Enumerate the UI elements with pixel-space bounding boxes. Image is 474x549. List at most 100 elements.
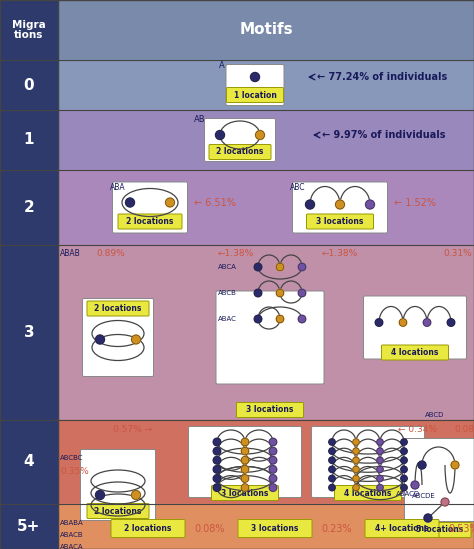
Text: Motifs: Motifs (239, 23, 293, 37)
Text: ABCA: ABCA (218, 264, 237, 270)
Text: Migra
tions: Migra tions (12, 20, 46, 41)
Circle shape (241, 466, 249, 473)
FancyBboxPatch shape (111, 519, 185, 537)
Bar (0, 0, 58, 549)
Circle shape (329, 439, 335, 445)
Bar (0, 0, 474, 60)
FancyBboxPatch shape (226, 64, 284, 105)
Circle shape (365, 200, 374, 209)
Bar (58, 504, 474, 549)
Circle shape (306, 200, 315, 209)
Text: ABACD: ABACD (396, 491, 420, 497)
Circle shape (377, 484, 383, 491)
Text: AB: AB (194, 115, 206, 125)
Text: 3 locations: 3 locations (221, 489, 269, 497)
Circle shape (254, 263, 262, 271)
Bar (58, 110, 474, 170)
FancyBboxPatch shape (292, 182, 388, 233)
Text: 3 locations: 3 locations (316, 217, 364, 226)
Circle shape (353, 448, 359, 455)
Circle shape (255, 131, 264, 139)
Circle shape (451, 461, 459, 469)
Text: 0.57% →: 0.57% → (113, 425, 152, 434)
Text: 0.08%: 0.08% (194, 524, 225, 534)
Circle shape (411, 481, 419, 489)
Text: A: A (219, 60, 225, 70)
Bar (58, 170, 474, 245)
Circle shape (377, 457, 383, 463)
Circle shape (241, 438, 249, 446)
Circle shape (399, 319, 407, 326)
FancyBboxPatch shape (227, 87, 283, 103)
Circle shape (131, 335, 140, 344)
Circle shape (298, 263, 306, 271)
Text: ABCBC: ABCBC (60, 455, 83, 461)
Circle shape (377, 466, 383, 473)
Circle shape (241, 484, 249, 491)
Circle shape (213, 484, 221, 491)
Circle shape (375, 319, 383, 326)
Circle shape (298, 315, 306, 323)
Circle shape (329, 448, 335, 455)
FancyBboxPatch shape (112, 182, 188, 233)
FancyBboxPatch shape (382, 345, 448, 360)
Text: 0: 0 (24, 77, 34, 92)
Text: ← 77.24% of individuals: ← 77.24% of individuals (317, 72, 447, 82)
FancyBboxPatch shape (216, 291, 324, 384)
Circle shape (401, 466, 407, 473)
Circle shape (269, 438, 277, 446)
Circle shape (95, 335, 104, 344)
Text: 2 locations: 2 locations (124, 524, 172, 533)
Text: ABAB: ABAB (60, 249, 81, 257)
Circle shape (423, 319, 431, 326)
FancyBboxPatch shape (307, 214, 374, 229)
Circle shape (269, 484, 277, 491)
Circle shape (269, 456, 277, 464)
Text: ABACB: ABACB (60, 532, 83, 538)
Text: 2: 2 (24, 200, 35, 215)
Text: ←1.38%: ←1.38% (322, 249, 358, 257)
FancyBboxPatch shape (209, 144, 271, 160)
Circle shape (424, 514, 432, 522)
Circle shape (213, 475, 221, 482)
Circle shape (401, 448, 407, 455)
Text: 5+: 5+ (18, 519, 41, 534)
Circle shape (441, 498, 449, 506)
Circle shape (329, 484, 335, 491)
Circle shape (329, 457, 335, 463)
FancyBboxPatch shape (237, 402, 303, 417)
Circle shape (165, 198, 174, 207)
Circle shape (131, 490, 140, 500)
Text: 0.89%: 0.89% (96, 249, 125, 257)
Circle shape (298, 289, 306, 297)
Circle shape (401, 439, 407, 445)
Circle shape (254, 315, 262, 323)
Circle shape (329, 466, 335, 473)
Circle shape (241, 475, 249, 482)
Circle shape (353, 475, 359, 481)
Circle shape (241, 447, 249, 455)
Circle shape (241, 456, 249, 464)
Text: 3 locations: 3 locations (246, 406, 294, 414)
Circle shape (353, 466, 359, 473)
Circle shape (377, 475, 383, 481)
FancyBboxPatch shape (335, 485, 401, 501)
Circle shape (276, 315, 284, 323)
FancyBboxPatch shape (81, 450, 155, 520)
FancyBboxPatch shape (364, 296, 466, 359)
Text: ABCD: ABCD (425, 412, 444, 418)
Circle shape (213, 456, 221, 464)
Text: ABCB: ABCB (218, 290, 237, 296)
Circle shape (418, 461, 426, 469)
Circle shape (213, 438, 221, 446)
Circle shape (213, 466, 221, 473)
Text: ABA: ABA (110, 183, 126, 192)
Circle shape (269, 447, 277, 455)
Circle shape (276, 289, 284, 297)
Text: ← 0.34%: ← 0.34% (398, 425, 437, 434)
Text: 2 locations: 2 locations (94, 304, 142, 313)
Circle shape (254, 289, 262, 297)
FancyBboxPatch shape (87, 503, 149, 518)
Circle shape (377, 439, 383, 445)
Circle shape (213, 447, 221, 455)
